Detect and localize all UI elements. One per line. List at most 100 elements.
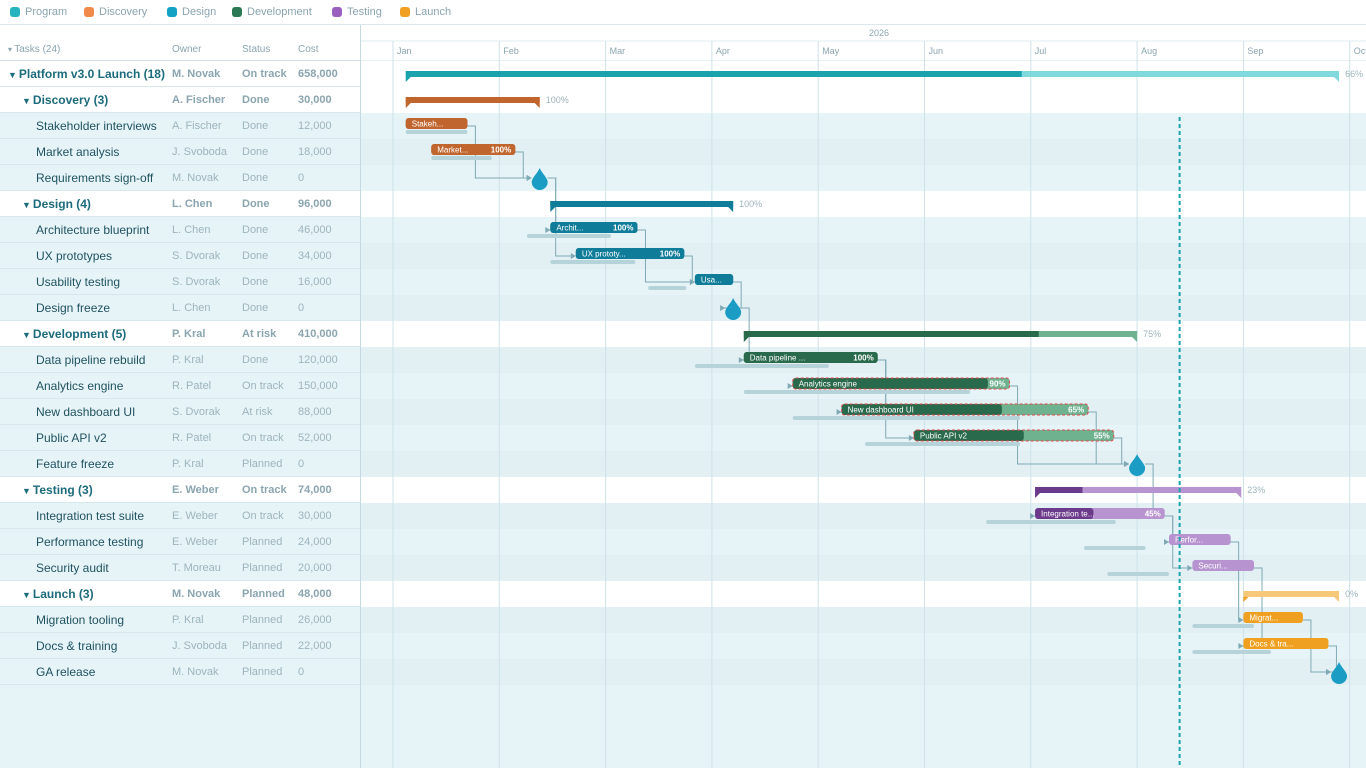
task-bar-progress [575, 248, 685, 259]
task-row[interactable]: GA release M. Novak Planned 0 [0, 659, 360, 685]
task-name-cell[interactable]: GA release [36, 659, 170, 685]
task-name: UX prototypes [36, 249, 113, 263]
tasks-column-header[interactable]: ▾ Tasks (24) [8, 44, 61, 55]
task-row[interactable]: Public API v2 R. Patel On track 52,000 [0, 425, 360, 451]
task-name-cell[interactable]: New dashboard UI [36, 399, 170, 425]
task-row[interactable]: Stakeholder interviews A. Fischer Done 12,0… [0, 113, 360, 139]
dependency-link[interactable] [547, 177, 574, 257]
cost-cell: 48,000 [298, 588, 332, 600]
task-row[interactable]: Performance testing E. Weber Planned 24,000 [0, 529, 360, 555]
task-row[interactable]: UX prototypes S. Dvorak Done 34,000 [0, 243, 360, 269]
baseline-bar [431, 156, 492, 160]
expand-collapse-icon[interactable]: ▼ [22, 330, 31, 340]
task-name-cell[interactable]: Requirements sign-off [36, 165, 170, 191]
task-row[interactable]: Design freeze L. Chen Done 0 [0, 295, 360, 321]
summary-row[interactable]: ▼ Design (4) L. Chen Done 96,000 [0, 191, 360, 217]
task-name-cell[interactable]: Usability testing [36, 269, 170, 295]
expand-collapse-icon[interactable]: ▼ [22, 200, 31, 210]
task-name-cell[interactable]: Docs & training [36, 633, 170, 659]
status-cell: At risk [242, 328, 277, 340]
expand-collapse-icon[interactable]: ▼ [22, 486, 31, 496]
task-name-cell[interactable]: ▼ Platform v3.0 Launch (18) [8, 61, 170, 87]
cost-cell: 22,000 [298, 640, 332, 652]
baseline-bar [694, 364, 829, 368]
task-name-cell[interactable]: Market analysis [36, 139, 170, 165]
task-row[interactable]: Market analysis J. Svoboda Done 18,000 [0, 139, 360, 165]
legend-item-launch[interactable]: Launch [400, 5, 451, 19]
legend-swatch [167, 7, 177, 17]
task-name-cell[interactable]: Security audit [36, 555, 170, 581]
task-progress-label: 100% [660, 250, 680, 259]
task-name-cell[interactable]: ▼ Design (4) [22, 191, 170, 217]
task-bar[interactable] [1168, 534, 1231, 545]
task-bar[interactable] [1243, 638, 1329, 649]
task-name-cell[interactable]: Feature freeze [36, 451, 170, 477]
task-name-cell[interactable]: Integration test suite [36, 503, 170, 529]
legend-item-program[interactable]: Program [10, 5, 67, 19]
cost-column-header[interactable]: Cost [298, 44, 319, 55]
summary-bar[interactable] [1035, 487, 1242, 493]
legend-item-development[interactable]: Development [232, 5, 312, 19]
collapse-all-icon[interactable]: ▾ [8, 45, 15, 54]
owner-cell: S. Dvorak [172, 406, 221, 418]
task-name-cell[interactable]: ▼ Testing (3) [22, 477, 170, 503]
milestone-icon[interactable] [725, 298, 742, 320]
task-row[interactable]: Feature freeze P. Kral Planned 0 [0, 451, 360, 477]
task-name-cell[interactable]: Data pipeline rebuild [36, 347, 170, 373]
task-row[interactable]: Architecture blueprint L. Chen Done 46,000 [0, 217, 360, 243]
task-bar[interactable] [1192, 560, 1255, 571]
status-cell: Planned [242, 640, 283, 652]
legend-item-design[interactable]: Design [167, 5, 216, 19]
task-row[interactable]: Requirements sign-off M. Novak Done 0 [0, 165, 360, 191]
task-name-cell[interactable]: Migration tooling [36, 607, 170, 633]
dependency-link[interactable] [515, 151, 530, 179]
task-row[interactable]: Security audit T. Moreau Planned 20,000 [0, 555, 360, 581]
legend-item-discovery[interactable]: Discovery [84, 5, 147, 19]
dependency-link[interactable] [1009, 385, 1128, 465]
legend-label: Discovery [99, 6, 148, 18]
month-label: Feb [503, 46, 519, 56]
summary-end-cap [1334, 77, 1340, 82]
task-row[interactable]: Data pipeline rebuild P. Kral Done 120,000 [0, 347, 360, 373]
status-column-header[interactable]: Status [242, 44, 271, 55]
expand-collapse-icon[interactable]: ▼ [22, 96, 31, 106]
task-name-cell[interactable]: ▼ Launch (3) [22, 581, 170, 607]
task-row[interactable]: New dashboard UI S. Dvorak At risk 88,000 [0, 399, 360, 425]
task-name-cell[interactable]: Performance testing [36, 529, 170, 555]
task-name-cell[interactable]: ▼ Development (5) [22, 321, 170, 347]
task-name-cell[interactable]: Analytics engine [36, 373, 170, 399]
summary-row[interactable]: ▼ Platform v3.0 Launch (18) M. Novak On tra… [0, 61, 360, 87]
summary-row[interactable]: ▼ Testing (3) E. Weber On track 74,000 [0, 477, 360, 503]
timeline-canvas[interactable]: 2026 Jan Feb Mar Apr May Jun Jul Aug Sep Oct 66% 100… [361, 25, 1366, 768]
task-row[interactable]: Docs & training J. Svoboda Planned 22,000 [0, 633, 360, 659]
task-name-cell[interactable]: ▼ Discovery (3) [22, 87, 170, 113]
summary-row[interactable]: ▼ Discovery (3) A. Fischer Done 30,000 [0, 87, 360, 113]
task-name-cell[interactable]: Design freeze [36, 295, 170, 321]
milestone-icon[interactable] [1129, 454, 1146, 476]
task-name: Usability testing [36, 275, 121, 289]
timeline-row-bg [361, 191, 1366, 217]
task-name-cell[interactable]: Architecture blueprint [36, 217, 170, 243]
task-name-cell[interactable]: UX prototypes [36, 243, 170, 269]
legend-label: Launch [415, 6, 452, 18]
milestone-icon[interactable] [1331, 662, 1348, 684]
task-row[interactable]: Integration test suite E. Weber On track 30… [0, 503, 360, 529]
summary-row[interactable]: ▼ Launch (3) M. Novak Planned 48,000 [0, 581, 360, 607]
dependency-link[interactable] [877, 359, 912, 439]
milestone-icon[interactable] [531, 168, 548, 190]
task-name-cell[interactable]: Public API v2 [36, 425, 170, 451]
task-row[interactable]: Migration tooling P. Kral Planned 26,000 [0, 607, 360, 633]
legend-item-testing[interactable]: Testing [332, 5, 382, 19]
summary-bar-progress [550, 201, 734, 207]
task-bar[interactable] [1243, 612, 1303, 623]
task-name-cell[interactable]: Stakeholder interviews [36, 113, 170, 139]
legend-swatch [400, 7, 410, 17]
task-row[interactable]: Usability testing S. Dvorak Done 16,000 [0, 269, 360, 295]
expand-collapse-icon[interactable]: ▼ [8, 70, 17, 80]
summary-row[interactable]: ▼ Development (5) P. Kral At risk 410,000 [0, 321, 360, 347]
timeline-row-bg [361, 139, 1366, 165]
task-row[interactable]: Analytics engine R. Patel On track 150,000 [0, 373, 360, 399]
summary-bar[interactable] [1243, 591, 1340, 597]
expand-collapse-icon[interactable]: ▼ [22, 590, 31, 600]
owner-column-header[interactable]: Owner [172, 44, 202, 55]
